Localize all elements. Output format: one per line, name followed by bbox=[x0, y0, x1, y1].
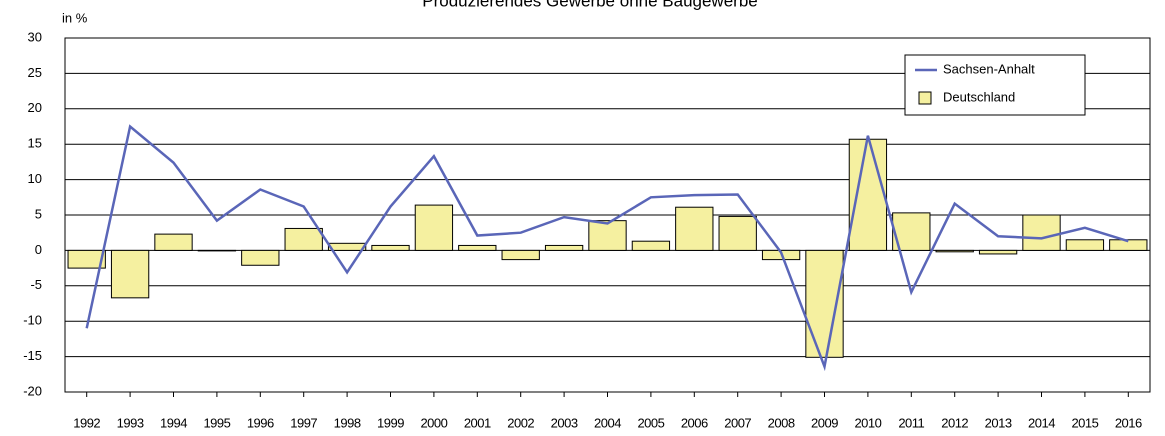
bar bbox=[458, 244, 497, 251]
bar bbox=[848, 138, 888, 251]
chart-title: Produzierendes Gewerbe ohne Baugewerbe bbox=[422, 0, 758, 10]
y-tick-label: -15 bbox=[23, 348, 42, 363]
bar bbox=[197, 249, 237, 252]
x-tick-label: 2011 bbox=[898, 415, 924, 430]
x-tick-label: 2002 bbox=[507, 415, 534, 430]
y-tick-label: 0 bbox=[35, 242, 42, 257]
legend-box bbox=[904, 54, 1086, 116]
line bbox=[85, 124, 1129, 372]
bar bbox=[501, 249, 540, 261]
y-tick-label: -5 bbox=[30, 277, 42, 292]
x-tick-label: 2000 bbox=[420, 415, 447, 430]
x-tick-label: 2010 bbox=[854, 415, 881, 430]
y-tick-label: 25 bbox=[28, 65, 42, 80]
x-tick-label: 2001 bbox=[464, 415, 491, 430]
x-tick-label: 1998 bbox=[334, 415, 361, 430]
legend-label: Sachsen-Anhalt bbox=[943, 61, 1035, 76]
bar bbox=[935, 249, 974, 253]
x-tick-label: 2014 bbox=[1028, 415, 1055, 430]
x-tick-label: 1996 bbox=[247, 415, 274, 430]
bar bbox=[1065, 239, 1105, 251]
x-tick-label: 1993 bbox=[117, 415, 144, 430]
bar bbox=[1109, 239, 1148, 251]
x-tick-label: 2016 bbox=[1115, 415, 1142, 430]
bar bbox=[805, 249, 844, 358]
bar bbox=[978, 249, 1018, 255]
x-tick-label: 2007 bbox=[724, 415, 751, 430]
bar bbox=[371, 244, 410, 251]
x-tick-label: 2006 bbox=[681, 415, 708, 430]
legend-label: Deutschland bbox=[943, 89, 1015, 104]
y-tick-label: 30 bbox=[28, 29, 42, 44]
x-tick-label: 1997 bbox=[290, 415, 317, 430]
bar bbox=[110, 249, 150, 299]
bar bbox=[414, 204, 454, 251]
x-tick-label: 1995 bbox=[203, 415, 230, 430]
x-tick-label: 2003 bbox=[551, 415, 578, 430]
x-tick-label: 2012 bbox=[941, 415, 968, 430]
bar bbox=[631, 240, 671, 251]
y-tick-label: -10 bbox=[23, 313, 42, 328]
legend-swatch bbox=[918, 91, 932, 105]
x-tick-label: 2004 bbox=[594, 415, 621, 430]
bar bbox=[241, 249, 280, 266]
x-tick-label: 1999 bbox=[377, 415, 404, 430]
bar bbox=[67, 249, 106, 269]
x-tick-label: 2008 bbox=[768, 415, 795, 430]
x-tick-label: 2015 bbox=[1071, 415, 1098, 430]
y-tick-label: 20 bbox=[28, 100, 42, 115]
x-tick-label: 2005 bbox=[637, 415, 664, 430]
x-tick-label: 1994 bbox=[160, 415, 187, 430]
y-tick-label: 15 bbox=[28, 136, 42, 151]
bar bbox=[1022, 214, 1061, 251]
y-tick-label: -20 bbox=[23, 383, 42, 398]
bar bbox=[284, 227, 323, 251]
y-axis-label: in % bbox=[62, 10, 88, 25]
y-tick-label: 5 bbox=[35, 206, 42, 221]
x-tick-label: 1992 bbox=[73, 415, 100, 430]
bar bbox=[718, 215, 757, 251]
bar bbox=[327, 242, 367, 251]
bar bbox=[544, 244, 584, 251]
bar bbox=[154, 233, 193, 251]
y-tick-label: 10 bbox=[28, 171, 42, 186]
bar bbox=[675, 206, 714, 251]
bar bbox=[588, 220, 627, 251]
x-tick-label: 2013 bbox=[985, 415, 1012, 430]
x-tick-label: 2009 bbox=[811, 415, 838, 430]
